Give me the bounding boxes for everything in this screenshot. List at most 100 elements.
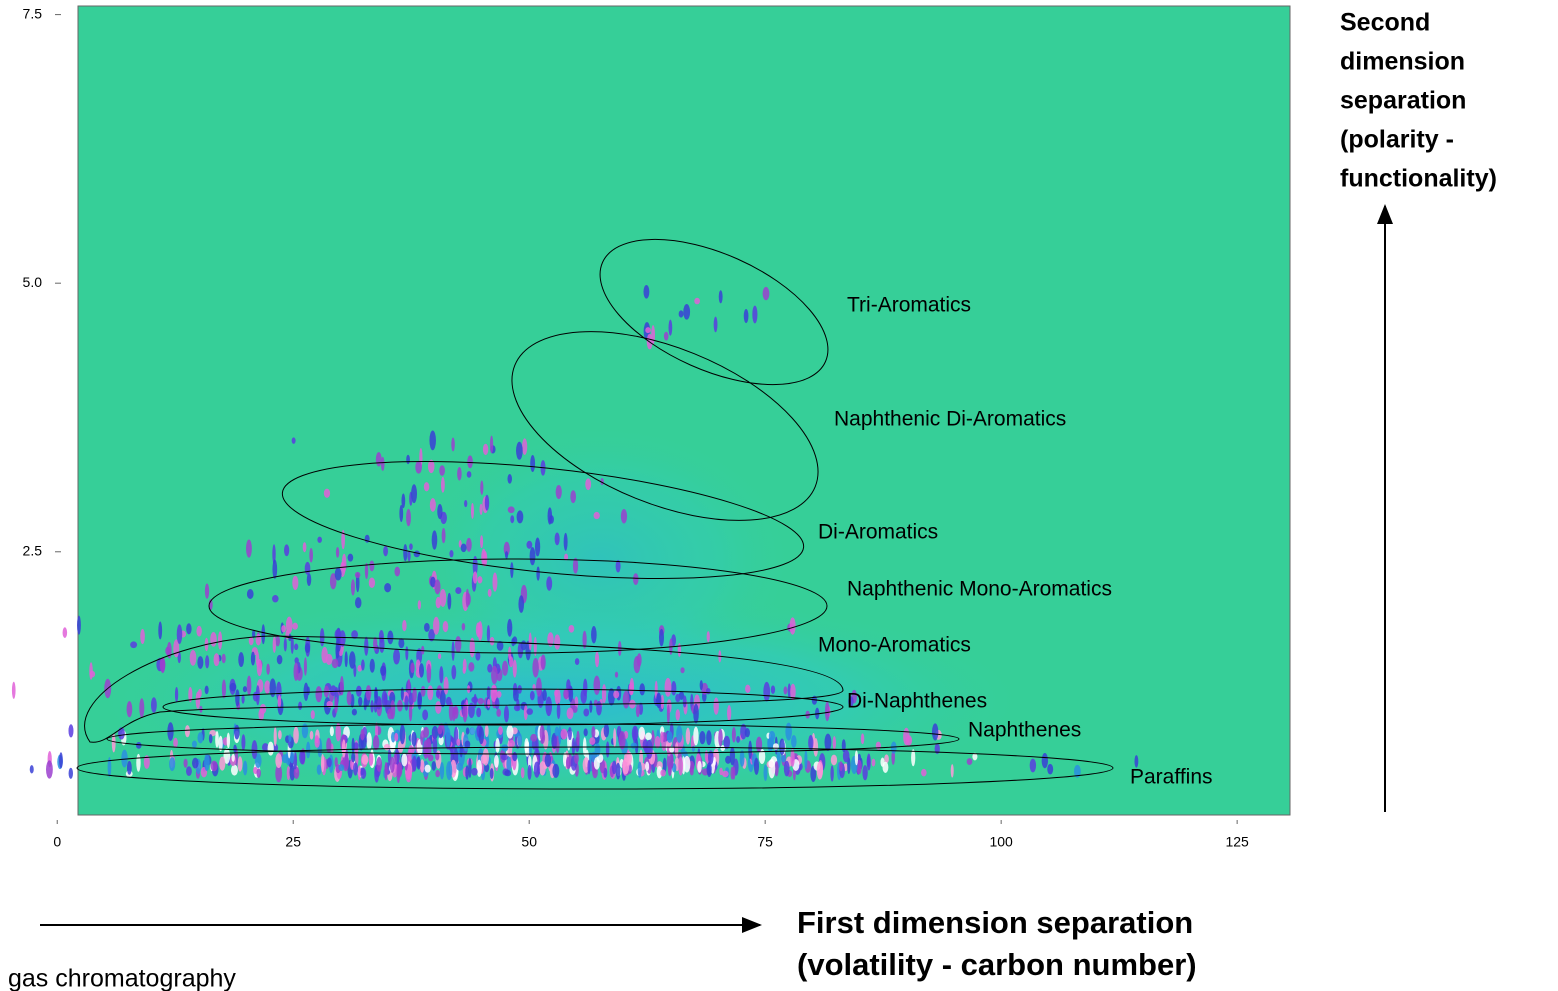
peak — [420, 759, 424, 772]
peak — [384, 744, 391, 751]
peak — [351, 579, 355, 595]
peak — [433, 617, 439, 635]
peak — [487, 664, 492, 673]
peak — [683, 695, 687, 707]
peak — [423, 740, 428, 759]
peak — [566, 757, 570, 769]
peak — [546, 576, 552, 590]
peak — [667, 731, 673, 743]
peak — [222, 654, 226, 663]
peak — [315, 686, 322, 702]
peak — [446, 761, 452, 780]
peak — [418, 693, 422, 705]
peak — [660, 731, 664, 743]
peak — [321, 647, 327, 663]
x-tick-label: 25 — [285, 834, 301, 850]
peak — [730, 747, 735, 765]
peak — [502, 661, 508, 676]
peak — [790, 749, 794, 767]
peak — [430, 498, 436, 512]
peak — [595, 652, 599, 668]
peak — [466, 589, 469, 608]
peak — [479, 727, 484, 745]
peak — [808, 735, 813, 751]
peak — [468, 662, 474, 671]
peak — [446, 697, 452, 706]
peak — [477, 698, 484, 705]
peak — [623, 691, 630, 709]
peak — [59, 752, 63, 768]
peak — [423, 727, 429, 738]
peak — [526, 541, 532, 549]
peak — [556, 485, 562, 499]
peak — [498, 726, 503, 735]
peak — [699, 731, 705, 744]
peak — [436, 690, 440, 698]
peak — [376, 757, 382, 772]
peak — [455, 636, 462, 653]
peak — [307, 573, 312, 586]
peak — [745, 728, 750, 737]
peak — [305, 562, 311, 575]
peak — [444, 677, 449, 695]
peak — [243, 686, 247, 692]
peak — [69, 768, 73, 779]
y-axis-title: functionality) — [1340, 165, 1497, 193]
peak — [77, 616, 81, 635]
peak — [232, 754, 235, 762]
peak — [490, 436, 493, 454]
peak — [277, 655, 283, 665]
peak — [676, 709, 680, 721]
peak — [288, 734, 291, 742]
peak — [719, 290, 723, 303]
peak — [675, 694, 680, 702]
peak — [1042, 753, 1048, 768]
peak — [516, 442, 523, 460]
peak — [342, 554, 347, 573]
peak — [572, 738, 575, 755]
peak — [678, 643, 681, 657]
peak — [405, 646, 408, 660]
peak — [401, 754, 407, 767]
peak — [667, 704, 670, 724]
peak — [754, 758, 759, 775]
peak — [243, 761, 247, 776]
peak — [462, 623, 466, 630]
peak — [508, 740, 514, 748]
peak — [246, 539, 252, 557]
peak — [951, 764, 954, 777]
peak — [210, 632, 217, 647]
peak — [334, 697, 338, 714]
region-label: Mono-Aromatics — [818, 634, 971, 657]
peak — [406, 509, 411, 527]
x-tick-label: 0 — [53, 834, 61, 850]
peak — [593, 676, 600, 695]
peak — [676, 725, 682, 742]
peak — [504, 706, 509, 723]
peak — [411, 484, 417, 503]
chart: Tri-Aromatics Naphthenic Di-Aromatics Di… — [0, 0, 1558, 991]
peak — [764, 764, 768, 781]
peak — [358, 765, 361, 780]
peak — [585, 478, 591, 490]
peak — [370, 659, 375, 673]
peak — [353, 762, 358, 775]
peak — [534, 761, 540, 777]
peak — [530, 691, 535, 701]
peak — [876, 742, 881, 750]
peak — [326, 738, 331, 753]
peak — [513, 660, 517, 678]
peak — [139, 698, 144, 717]
peak — [373, 637, 377, 651]
peak — [330, 685, 337, 696]
peak — [422, 710, 428, 721]
peak — [294, 752, 297, 769]
peak — [332, 659, 339, 668]
peak — [338, 764, 344, 771]
peak — [591, 626, 597, 643]
peak — [518, 595, 524, 613]
peak — [457, 467, 462, 481]
peak — [683, 304, 690, 320]
peak — [501, 754, 508, 761]
peak — [615, 672, 618, 678]
